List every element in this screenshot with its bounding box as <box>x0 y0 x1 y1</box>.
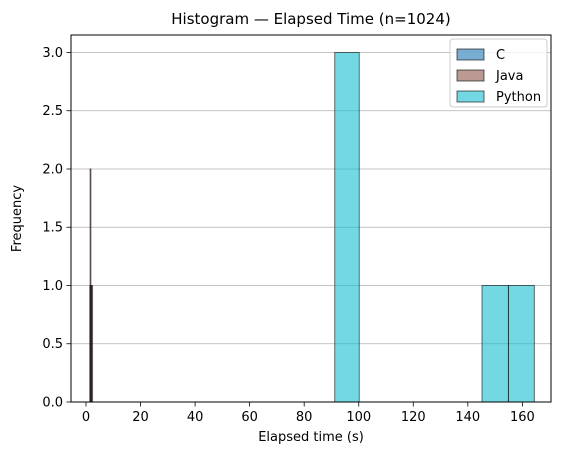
x-axis-label: Elapsed time (s) <box>258 430 364 445</box>
x-tick-label: 20 <box>132 410 149 425</box>
legend-swatch-java <box>456 69 485 82</box>
legend-swatch-python <box>456 90 485 103</box>
y-tick-label: 1.0 <box>42 279 63 294</box>
x-tick-label: 40 <box>187 410 204 425</box>
y-tick-label: 0.5 <box>42 337 63 352</box>
y-axis-label: Frequency <box>10 185 25 252</box>
x-tick-label: 140 <box>455 410 480 425</box>
legend-swatch-c <box>456 48 485 61</box>
bar-python <box>481 284 509 403</box>
legend: C Java Python <box>449 38 548 108</box>
x-axis-ticks: 0 20 40 60 80 100 120 140 160 <box>82 402 535 425</box>
y-axis-ticks: 0.0 0.5 1.0 1.5 2.0 2.5 3.0 <box>42 46 71 411</box>
y-tick-label: 2.5 <box>42 104 63 119</box>
y-tick-label: 0.0 <box>42 396 63 411</box>
bar-java <box>91 284 94 403</box>
x-tick-label: 0 <box>82 410 90 425</box>
x-tick-label: 100 <box>346 410 371 425</box>
y-tick-label: 3.0 <box>42 46 63 61</box>
legend-label-c: C <box>496 48 505 63</box>
legend-label-java: Java <box>495 69 523 84</box>
x-tick-label: 160 <box>510 410 535 425</box>
bar-python <box>507 284 535 403</box>
x-tick-label: 80 <box>296 410 313 425</box>
legend-label-python: Python <box>496 90 541 105</box>
y-tick-label: 2.0 <box>42 162 63 177</box>
x-tick-label: 120 <box>401 410 426 425</box>
chart-title: Histogram — Elapsed Time (n=1024) <box>171 10 450 28</box>
bar-python <box>334 51 360 403</box>
plot-frame <box>70 34 552 403</box>
y-tick-label: 1.5 <box>42 221 63 236</box>
bar-java <box>89 168 92 403</box>
x-tick-label: 60 <box>241 410 258 425</box>
